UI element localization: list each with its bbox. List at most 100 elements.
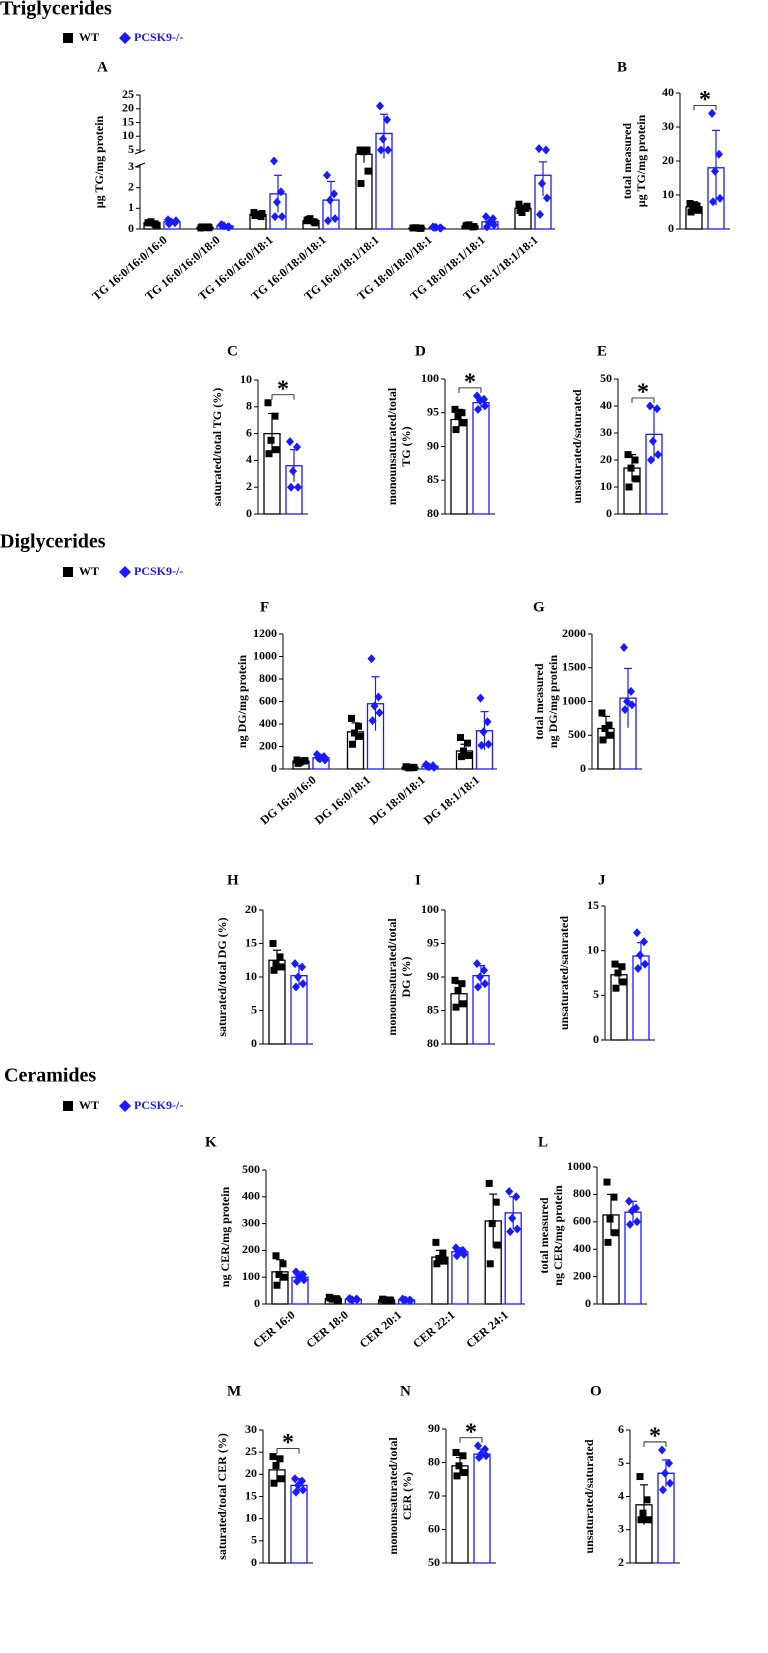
y-tick-label: 2000 bbox=[562, 626, 586, 640]
section-title: Ceramides bbox=[4, 1065, 96, 1087]
y-tick-label: 400 bbox=[242, 1189, 260, 1203]
data-point bbox=[152, 221, 160, 229]
panel-letter: J bbox=[598, 872, 606, 888]
y-tick-label: 0 bbox=[271, 761, 277, 775]
significance-bracket bbox=[276, 1448, 300, 1454]
y-tick-label: 30 bbox=[245, 1422, 257, 1436]
data-point bbox=[410, 764, 418, 772]
data-point bbox=[323, 170, 331, 180]
data-point bbox=[475, 1452, 483, 1462]
section-title: Diglycerides bbox=[0, 531, 106, 553]
data-point bbox=[716, 193, 724, 203]
data-point bbox=[172, 216, 180, 226]
y-tick-label: 200 bbox=[259, 738, 277, 752]
data-point bbox=[604, 1238, 612, 1246]
y-tick-label: 100 bbox=[421, 371, 439, 385]
data-point bbox=[463, 221, 471, 229]
y-axis-label: DG (%) bbox=[399, 957, 413, 998]
y-tick-label: 25 bbox=[245, 1444, 257, 1458]
y-tick-label: 90 bbox=[427, 969, 439, 983]
data-point bbox=[481, 979, 489, 989]
y-tick-label: 10 bbox=[587, 942, 599, 956]
data-point bbox=[666, 1478, 674, 1488]
x-tick-label: CER 24:1 bbox=[463, 1308, 511, 1351]
y-tick-label: 300 bbox=[242, 1215, 260, 1229]
data-point bbox=[298, 962, 306, 972]
y-tick-label: 80 bbox=[428, 1454, 440, 1468]
data-point bbox=[619, 978, 627, 986]
legend-label: WT bbox=[79, 1098, 99, 1112]
data-point bbox=[513, 1224, 522, 1234]
data-point bbox=[633, 1217, 641, 1227]
y-tick-label: 600 bbox=[259, 693, 277, 707]
data-point bbox=[646, 401, 654, 411]
data-point bbox=[432, 1238, 440, 1246]
data-point bbox=[693, 202, 701, 210]
data-point bbox=[277, 187, 285, 197]
y-tick-label: 30 bbox=[600, 425, 612, 439]
data-point bbox=[299, 1485, 307, 1495]
data-point bbox=[258, 210, 266, 217]
data-point bbox=[453, 1472, 461, 1480]
data-point bbox=[485, 1179, 493, 1187]
x-tick-label: CER 22:1 bbox=[410, 1308, 458, 1351]
panel-letter: N bbox=[400, 1383, 411, 1399]
data-point bbox=[355, 722, 362, 730]
significance-bracket bbox=[631, 397, 655, 403]
panel-letter: M bbox=[227, 1383, 241, 1399]
data-point bbox=[606, 731, 614, 739]
data-point bbox=[606, 1215, 614, 1223]
data-point bbox=[330, 189, 338, 199]
data-point bbox=[321, 755, 329, 765]
data-point bbox=[455, 1462, 463, 1470]
legend-marker bbox=[63, 33, 73, 43]
x-tick-label: CER 20:1 bbox=[357, 1308, 405, 1351]
y-axis-label: CER (%) bbox=[400, 1472, 414, 1520]
data-point bbox=[627, 464, 635, 472]
y-tick-label: 90 bbox=[428, 1421, 440, 1435]
panel-letter: B bbox=[617, 59, 627, 75]
y-axis-label: saturated/total TG (%) bbox=[210, 388, 224, 506]
y-tick-label: 5 bbox=[618, 1455, 624, 1469]
y-axis-label: µg TG/mg protein bbox=[634, 114, 648, 207]
data-point bbox=[459, 1452, 467, 1460]
data-point bbox=[286, 437, 294, 447]
y-tick-label: 1 bbox=[128, 200, 134, 214]
data-point bbox=[380, 1296, 388, 1304]
y-tick-label: 5 bbox=[128, 142, 134, 156]
y-tick-label: 10 bbox=[122, 128, 134, 142]
y-axis-label: saturated/total CER (%) bbox=[215, 1433, 229, 1560]
y-tick-label: 90 bbox=[427, 438, 439, 452]
bar bbox=[450, 418, 468, 515]
section-title: Triglycerides bbox=[0, 0, 112, 20]
legend-label: PCSK9-/- bbox=[134, 30, 183, 44]
data-point bbox=[543, 193, 551, 203]
data-point bbox=[628, 1206, 636, 1216]
data-point bbox=[353, 1294, 362, 1304]
data-point bbox=[291, 1474, 299, 1484]
data-point bbox=[331, 214, 339, 224]
data-point bbox=[612, 984, 620, 992]
data-point bbox=[377, 145, 385, 155]
data-point bbox=[387, 1296, 395, 1304]
data-point bbox=[430, 223, 438, 233]
data-point bbox=[536, 210, 544, 220]
y-tick-label: 3 bbox=[618, 1522, 624, 1536]
data-point bbox=[291, 959, 299, 969]
data-point bbox=[269, 940, 277, 947]
data-point bbox=[474, 404, 482, 414]
y-tick-label: 1000 bbox=[562, 693, 586, 707]
significance-label: * bbox=[699, 87, 711, 113]
data-point bbox=[271, 412, 279, 420]
data-point bbox=[637, 1516, 645, 1524]
data-point bbox=[273, 197, 281, 207]
data-point bbox=[452, 426, 460, 434]
data-point bbox=[433, 1260, 441, 1268]
y-tick-label: 600 bbox=[573, 1214, 591, 1228]
data-point bbox=[273, 1281, 281, 1289]
data-point bbox=[659, 1485, 667, 1495]
data-point bbox=[490, 220, 498, 230]
data-point bbox=[654, 450, 662, 460]
data-point bbox=[628, 700, 636, 710]
